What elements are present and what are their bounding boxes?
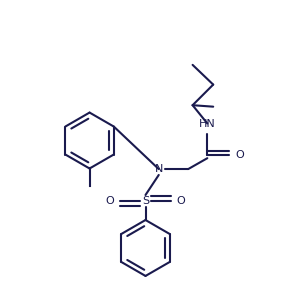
Text: N: N: [155, 164, 163, 174]
Text: HN: HN: [199, 119, 216, 129]
Text: O: O: [235, 150, 244, 160]
Text: O: O: [176, 196, 185, 206]
Text: S: S: [142, 196, 149, 206]
Text: O: O: [106, 196, 115, 206]
